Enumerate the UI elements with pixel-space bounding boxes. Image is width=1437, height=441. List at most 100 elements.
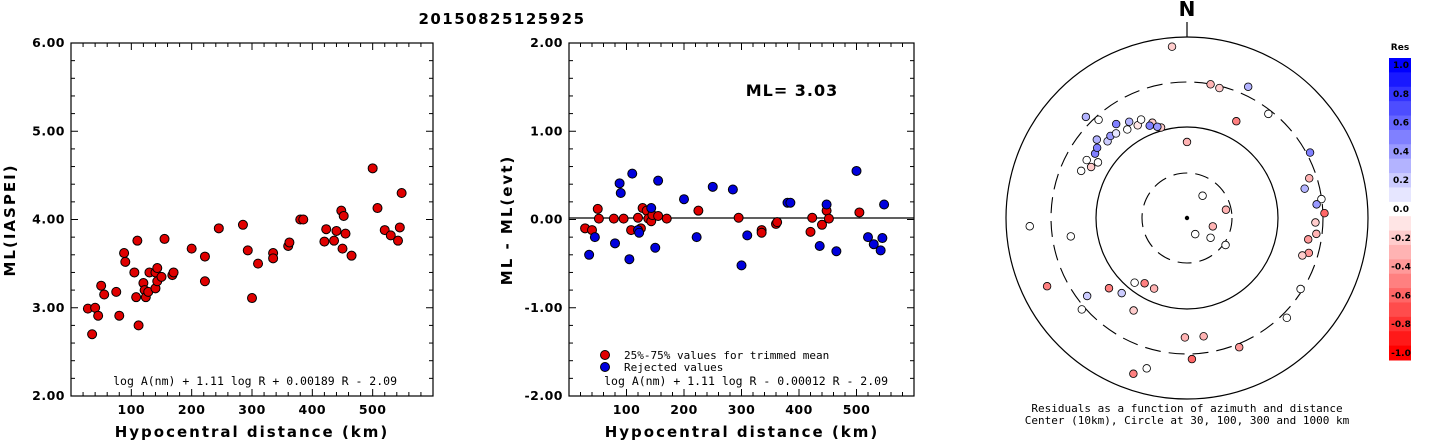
colorbar: Res 1.0 0.8 0.6 0.4 0.2 0.0 -0.2 -0.4 -0.6 -0.8 -1… [1389, 43, 1411, 361]
station-point [1123, 125, 1132, 134]
figure-title: 20150825125925 [418, 10, 585, 28]
colorbar-swatch [1389, 216, 1411, 232]
data-point [868, 239, 879, 250]
colorbar-ticks: 1.0 0.8 0.6 0.4 0.2 0.0 -0.2 -0.4 -0.6 -0.8 -1.0 [1391, 61, 1411, 359]
data-point [111, 286, 122, 297]
data-point [129, 267, 140, 278]
legend-label-rejected: Rejected values [624, 361, 723, 374]
x-tick-label: 500 [359, 402, 387, 417]
legend-label-trimmed: 25%-75% values for trimmed mean [624, 349, 829, 362]
colorbar-tick-label: 0.4 [1393, 147, 1409, 157]
colorbar-swatch [1389, 201, 1411, 217]
colorbar-swatch [1389, 302, 1411, 318]
station-point [1130, 278, 1139, 287]
panel-azimuth-residuals: N Residuals as a function of azimuth and… [1005, 0, 1369, 427]
data-point [396, 188, 407, 199]
ring-300km [1050, 81, 1324, 355]
axis-ticks: 100 200 300 400 500 2.00 3.00 4.00 5.00 6.00 [32, 35, 434, 417]
data-point [393, 235, 404, 246]
data-point [707, 181, 718, 192]
data-point [367, 163, 378, 174]
data-point [247, 293, 257, 304]
station-point [1305, 174, 1314, 183]
station-point [1136, 115, 1146, 124]
station-point [1111, 129, 1121, 138]
y-tick-label: 0.00 [530, 212, 563, 227]
data-points [580, 165, 890, 271]
caption-line-2: Center (10km), Circle at 30, 100, 300 an… [1025, 414, 1350, 427]
station-point [1208, 222, 1218, 231]
data-point [589, 232, 600, 243]
station-point [1145, 121, 1154, 130]
colorbar-tick-label: 0.8 [1393, 90, 1409, 100]
station-point [1094, 115, 1103, 125]
data-point [152, 263, 163, 274]
station-point [1264, 109, 1273, 119]
data-point [331, 225, 342, 236]
data-point [340, 228, 351, 239]
data-point [268, 253, 279, 264]
plot-frame [70, 42, 434, 397]
colorbar-swatch [1389, 230, 1411, 246]
station-point [1232, 117, 1241, 126]
data-point [879, 199, 890, 210]
data-point [120, 256, 131, 267]
colorbar-swatch [1389, 144, 1411, 160]
data-point [119, 248, 130, 259]
data-point [131, 292, 142, 303]
legend-marker-rejected [600, 362, 610, 372]
colorbar-swatch [1389, 187, 1411, 203]
y-tick-label: -2.00 [524, 388, 563, 403]
data-point [742, 230, 753, 241]
station-point [1153, 122, 1162, 131]
data-point [132, 235, 143, 246]
data-point [851, 165, 862, 176]
axis-ticks: 100 200 300 400 500 -2.00 -1.00 0.00 1.00 2.00 [524, 35, 915, 417]
colorbar-tick-label: -0.4 [1391, 263, 1411, 273]
colorbar-swatch [1389, 129, 1411, 145]
data-point [93, 310, 104, 321]
station-point [1025, 222, 1034, 231]
data-point [627, 168, 638, 179]
data-point [213, 223, 224, 234]
colorbar-tick-label: 0.6 [1393, 119, 1409, 129]
x-tick-label: 100 [118, 402, 146, 417]
colorbar-swatch [1389, 316, 1411, 332]
colorbar-swatch [1389, 173, 1411, 188]
colorbar-swatch [1389, 331, 1411, 347]
ring-30km [1141, 172, 1233, 264]
colorbar-swatch [1389, 101, 1411, 117]
data-point [823, 213, 834, 224]
data-point [159, 233, 170, 244]
data-point [608, 213, 619, 224]
station-points [1025, 42, 1329, 378]
data-point [372, 203, 383, 214]
colorbar-tick-label: -0.8 [1391, 320, 1411, 330]
station-point [1111, 119, 1121, 129]
data-point [805, 226, 816, 237]
epicenter-dot [1184, 215, 1190, 221]
data-point [610, 238, 620, 249]
data-point [615, 188, 626, 199]
station-point [1191, 229, 1200, 239]
data-point [653, 175, 664, 186]
north-label: N [1179, 0, 1196, 21]
formula-label: log A(nm) + 1.11 log R - 0.00012 R - 2.0… [604, 374, 888, 388]
station-point [1093, 158, 1103, 167]
data-point [592, 203, 603, 214]
ml-annotation: ML= 3.03 [746, 81, 839, 100]
colorbar-swatch [1389, 158, 1411, 174]
x-tick-label: 200 [670, 402, 698, 417]
x-tick-label: 300 [728, 402, 756, 417]
y-tick-label: 3.00 [32, 300, 65, 315]
station-point [1206, 80, 1215, 89]
data-point [298, 214, 309, 225]
data-point [168, 267, 179, 278]
data-point [863, 232, 873, 243]
data-point [634, 227, 645, 238]
data-point [199, 276, 210, 287]
data-point [253, 258, 264, 269]
data-point [693, 205, 704, 216]
ring-1000km [1005, 36, 1369, 400]
